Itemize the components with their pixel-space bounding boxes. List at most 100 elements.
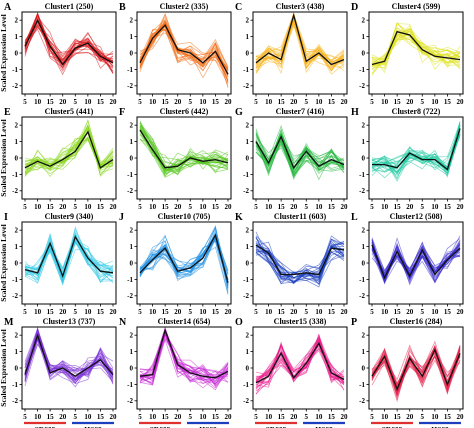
mean-profile-line [371,244,461,280]
y-tick-label: -1 [359,171,365,179]
y-tick-label: 2 [246,17,250,25]
panel-letter: C [235,2,242,13]
panel-letter: G [235,107,243,118]
gene-traces [24,118,114,178]
y-tick-label: 2 [362,17,366,25]
x-tick-label: 20 [290,203,298,211]
gene-trace [371,28,461,70]
x-tick-label: 20 [406,203,414,211]
x-tick-label: 15 [212,308,220,316]
x-tick-label: 5 [421,203,425,211]
x-tick-label: 15 [162,308,170,316]
x-tick-label: 5 [189,98,193,106]
x-tick-label: 10 [84,308,92,316]
gene-trace [24,235,114,279]
x-tick-label: 10 [431,308,439,316]
cluster-panel-j: J Cluster10 (705) -2 -1 0 1 2 5 10 15 20 5 10 15 20 [119,212,232,316]
gene-traces [371,340,461,403]
mean-profile-line [371,30,461,66]
y-tick-label: 1 [246,243,250,251]
y-tick-label: 0 [130,154,134,162]
gene-trace [255,236,345,280]
y-tick-label: 1 [246,348,250,356]
x-tick-label: 10 [149,308,157,316]
gene-trace [24,15,114,63]
gene-trace [371,130,461,176]
y-tick-label: 1 [130,33,134,41]
x-tick-label: 15 [278,308,286,316]
y-tick-label: -1 [243,66,249,74]
y-tick-label: 2 [15,17,19,25]
gene-trace [255,129,345,170]
cluster-panel-n: N Cluster14 (654) -2 -1 0 1 2 5 10 15 20 5 10 15 20 SD6… [119,317,232,428]
x-tick-label: 20 [225,98,233,106]
y-tick-label: 1 [246,33,250,41]
x-tick-label: 5 [421,98,425,106]
y-tick-label: -1 [12,276,18,284]
mean-profile-line [371,348,461,392]
y-tick-label: 1 [246,138,250,146]
x-tick-label: 15 [47,308,55,316]
y-axis-title: Scaled Expression Level [0,224,8,301]
x-tick-label: 10 [199,413,207,421]
x-tick-label: 15 [162,203,170,211]
panel-title: Cluster13 (737) [43,317,96,326]
gene-traces [255,231,345,288]
x-tick-label: 20 [174,203,182,211]
panel-title: Cluster14 (654) [158,317,211,326]
gene-trace [371,238,461,283]
x-tick-label: 15 [278,98,286,106]
y-tick-label: 2 [15,332,19,340]
panel-title: Cluster8 (722) [392,107,441,116]
y-tick-label: -2 [243,187,249,195]
panel-title: Cluster9 (340) [45,212,94,221]
gene-trace [24,336,114,381]
x-tick-label: 5 [305,308,309,316]
x-tick-label: 10 [84,203,92,211]
x-tick-label: 15 [212,203,220,211]
x-tick-label: 20 [174,308,182,316]
x-tick-label: 5 [189,413,193,421]
x-tick-label: 20 [406,308,414,316]
cluster-panel-i: I Cluster9 (340) -2 -1 0 1 2 5 10 15 20 5 10 15 20 [4,212,117,316]
x-tick-label: 10 [34,98,42,106]
x-tick-label: 15 [444,98,452,106]
x-tick-label: 5 [74,308,78,316]
x-tick-label: 10 [265,98,273,106]
gene-traces [371,121,461,182]
y-tick-label: -2 [243,397,249,405]
x-tick-label: 20 [225,203,233,211]
group-label: HS68 [315,425,333,428]
x-tick-label: 10 [431,98,439,106]
x-tick-label: 5 [421,413,425,421]
group-label: SD609 [150,425,171,428]
x-tick-label: 10 [315,98,323,106]
x-tick-label: 20 [457,203,465,211]
x-tick-label: 5 [74,98,78,106]
x-tick-label: 5 [74,203,78,211]
y-axis-title: Scaled Expression Level [0,119,8,196]
x-tick-label: 20 [110,203,118,211]
x-tick-label: 15 [444,308,452,316]
panel-letter: M [4,317,14,328]
x-tick-label: 20 [457,413,465,421]
gene-trace [255,333,345,392]
x-tick-label: 15 [47,413,55,421]
x-tick-label: 20 [290,308,298,316]
y-tick-label: -1 [359,381,365,389]
panel-title: Cluster3 (438) [276,2,325,11]
gene-trace [139,19,229,72]
x-tick-label: 15 [278,203,286,211]
x-tick-label: 15 [394,98,402,106]
x-tick-label: 10 [149,203,157,211]
y-tick-label: 0 [362,259,366,267]
cluster-panel-o: O Cluster15 (338) -2 -1 0 1 2 5 10 15 20 5 10 15 20 SD6… [235,317,348,428]
y-tick-label: -2 [127,397,133,405]
x-tick-label: 15 [394,308,402,316]
cluster-panel-a: A Cluster1 (250) -2 -1 0 1 2 5 10 15 20 5 10 15 20 [4,2,117,106]
y-tick-label: 0 [362,49,366,57]
cluster-panel-k: K Cluster11 (603) -2 -1 0 1 2 5 10 15 20 5 10 15 20 [235,212,348,316]
panel-title: Cluster1 (250) [45,2,94,11]
y-tick-label: 0 [246,364,250,372]
y-tick-label: 1 [15,243,19,251]
